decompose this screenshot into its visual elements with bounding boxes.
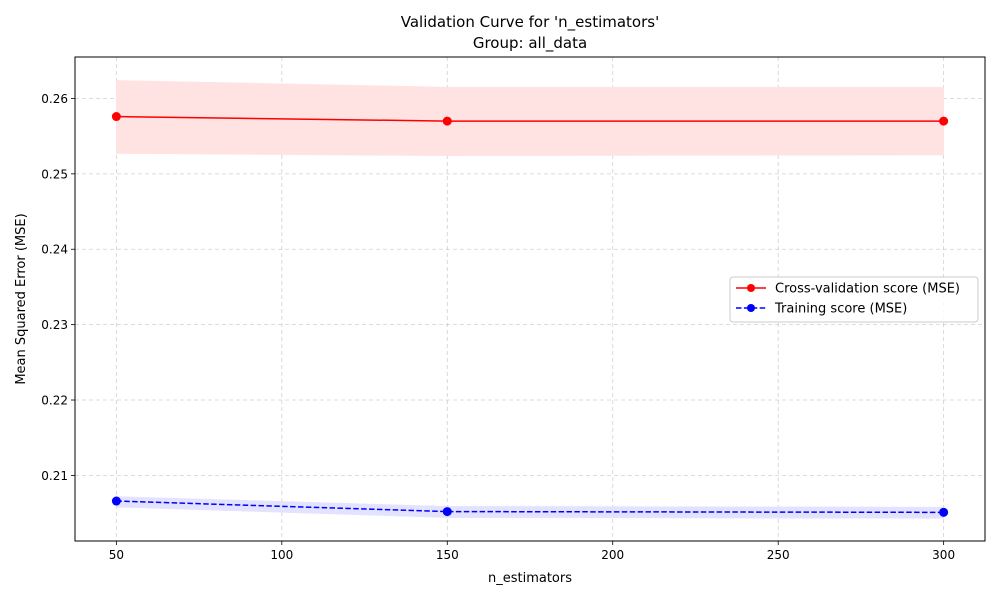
x-tick-label: 250: [767, 548, 790, 562]
legend-train-marker: [747, 304, 755, 312]
plot-frame: [74, 56, 986, 542]
legend-cv-marker: [747, 284, 755, 292]
legend-box: [729, 276, 979, 323]
cv-point: [939, 116, 949, 126]
x-tick-label: 200: [601, 548, 624, 562]
cv-point: [442, 116, 452, 126]
cv-point: [111, 112, 121, 122]
legend-train-label: Training score (MSE): [774, 302, 907, 317]
confidence-bands: [116, 80, 944, 519]
chart-title-line1: Validation Curve for 'n_estimators': [401, 13, 659, 32]
x-axis-label: n_estimators: [488, 571, 572, 586]
train-point: [939, 507, 949, 517]
x-tick-label: 50: [109, 548, 124, 562]
x-tick-label: 100: [270, 548, 293, 562]
train-band: [116, 496, 944, 519]
legend: Cross-validation score (MSE) Training sc…: [729, 276, 979, 323]
x-tick-label: 150: [436, 548, 459, 562]
legend-cv-label: Cross-validation score (MSE): [775, 282, 960, 297]
y-tick-label: 0.22: [41, 394, 68, 408]
y-tick-label: 0.26: [41, 92, 68, 106]
series-markers: [111, 112, 949, 517]
cv-band: [116, 80, 944, 157]
y-tick-label: 0.25: [41, 167, 68, 181]
y-axis-label: Mean Squared Error (MSE): [14, 213, 29, 384]
y-tick-label: 0.21: [41, 469, 68, 483]
x-tick-label: 300: [932, 548, 955, 562]
y-tick-label: 0.23: [41, 318, 68, 332]
train-point: [442, 507, 452, 517]
y-axis-ticks: 0.21 0.22 0.23 0.24 0.25 0.26: [41, 92, 75, 483]
y-tick-label: 0.24: [41, 243, 68, 257]
x-axis-ticks: 50 100 150 200 250 300: [109, 541, 955, 562]
chart-title-line2: Group: all_data: [473, 34, 587, 53]
train-point: [111, 496, 121, 506]
